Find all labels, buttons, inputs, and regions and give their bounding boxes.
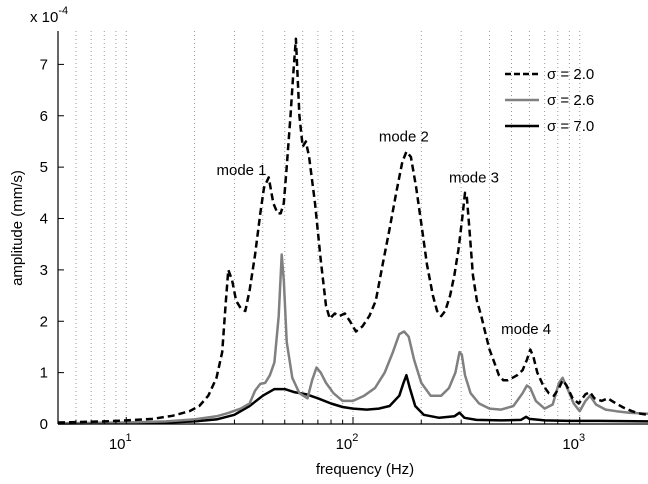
- mode-label: mode 4: [501, 321, 551, 338]
- tick-labels: 101 102 103 0 1 2 3 4 5 6 7: [40, 56, 585, 453]
- x-tick-label: 103: [562, 432, 585, 453]
- mode-label: mode 1: [216, 162, 266, 179]
- series-lines: [57, 37, 648, 425]
- mode-label: mode 2: [379, 128, 429, 145]
- y-tick-label: 6: [40, 108, 48, 125]
- y-tick-label: 7: [40, 56, 48, 73]
- mode-label: mode 3: [449, 170, 499, 187]
- legend-label: σ = 2.0: [547, 66, 594, 83]
- legend: σ = 2.0 σ = 2.6 σ = 7.0: [505, 66, 594, 135]
- y-tick-label: 5: [40, 159, 48, 176]
- series-line: [57, 253, 648, 425]
- y-tick-label: 4: [40, 211, 48, 228]
- series-line: [57, 373, 648, 425]
- x-axis-label: frequency (Hz): [316, 461, 414, 478]
- y-tick-label: 1: [40, 365, 48, 382]
- y-axis-multiplier: x 10-4: [30, 5, 68, 26]
- legend-label: σ = 2.6: [547, 92, 594, 109]
- series-line: [57, 37, 648, 424]
- legend-label: σ = 7.0: [547, 118, 594, 135]
- y-tick-label: 0: [40, 416, 48, 433]
- y-tick-label: 2: [40, 313, 48, 330]
- y-tick-label: 3: [40, 262, 48, 279]
- x-tick-label: 101: [109, 432, 132, 453]
- y-axis-label: amplitude (mm/s): [9, 170, 26, 286]
- mode-annotations: mode 1 mode 2 mode 3 mode 4: [216, 128, 551, 338]
- x-tick-label: 102: [336, 432, 359, 453]
- axes: [57, 31, 648, 425]
- grid-lines: [75, 31, 581, 424]
